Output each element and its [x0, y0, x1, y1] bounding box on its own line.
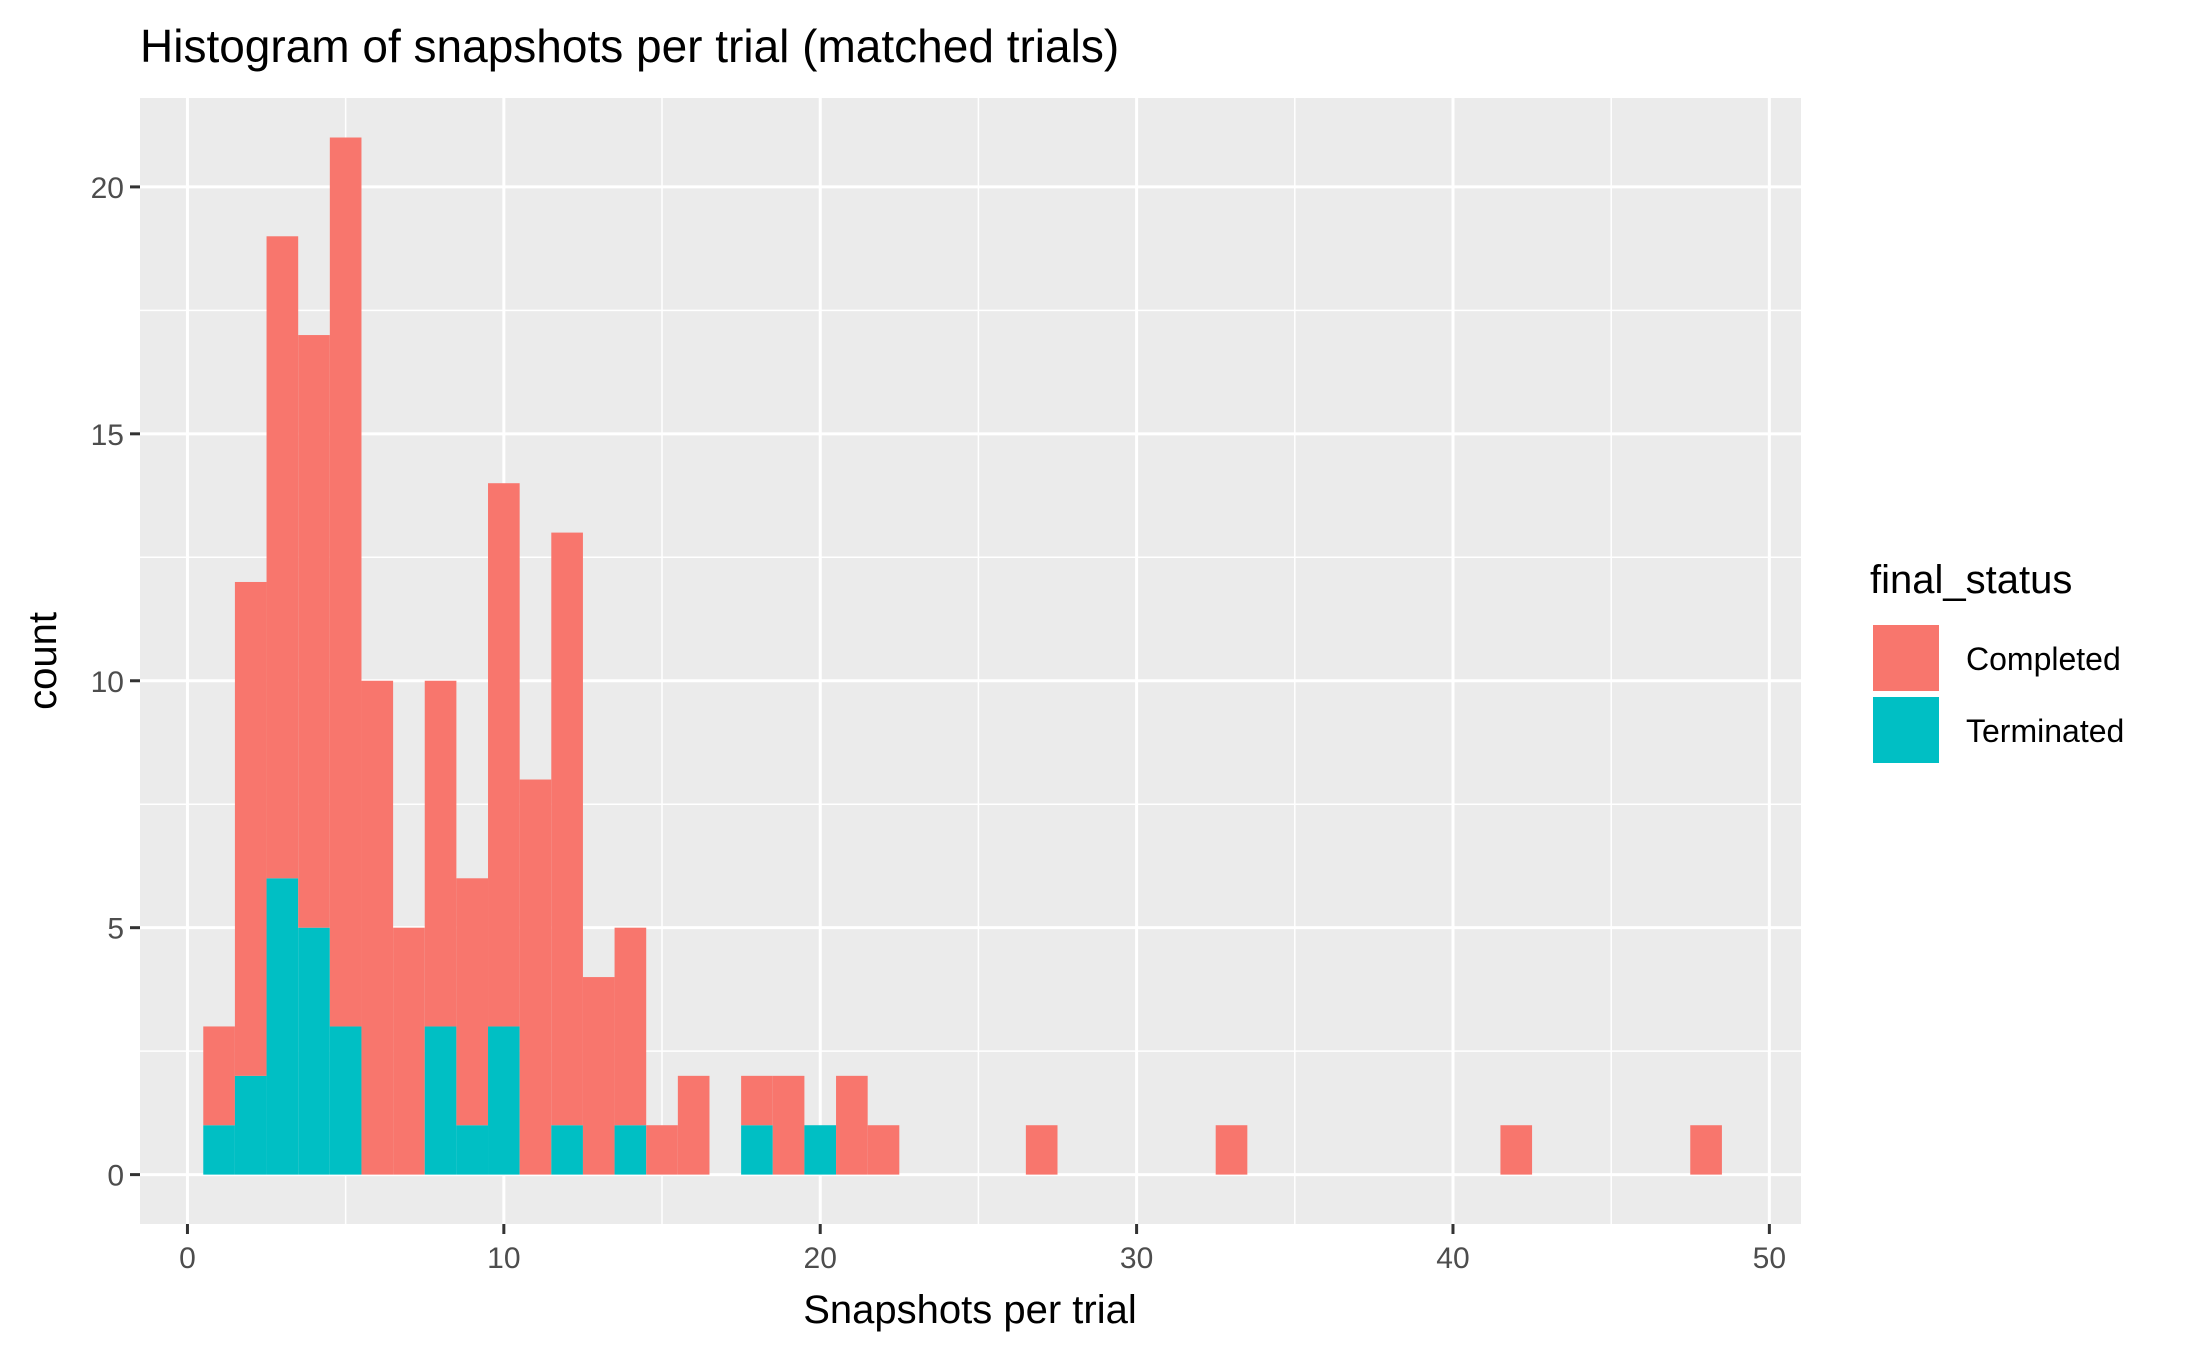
- x-tick-label: 10: [487, 1242, 520, 1275]
- bar-completed: [677, 1075, 710, 1175]
- bar-terminated: [456, 1125, 489, 1175]
- bar-completed: [203, 1026, 235, 1126]
- bar-completed: [867, 1125, 900, 1175]
- y-axis-label: count: [21, 612, 65, 710]
- bar-terminated: [424, 1026, 457, 1175]
- bar-completed: [361, 680, 394, 1175]
- y-tick-label: 15: [91, 419, 124, 452]
- bar-completed: [646, 1125, 678, 1175]
- x-tick-label: 30: [1120, 1242, 1153, 1275]
- bar-completed: [836, 1075, 868, 1175]
- legend: final_status Completed Terminated: [1870, 558, 2124, 765]
- bar-completed: [1690, 1125, 1722, 1175]
- bar-terminated: [266, 878, 299, 1175]
- y-tick-label: 10: [91, 666, 124, 699]
- bar-completed: [614, 927, 647, 1126]
- bar-completed: [741, 1075, 773, 1126]
- bar-terminated: [614, 1125, 647, 1175]
- legend-title: final_status: [1870, 558, 2072, 602]
- bar-completed: [298, 335, 330, 928]
- bar-terminated: [551, 1125, 583, 1175]
- bar-completed: [329, 137, 362, 1027]
- y-tick-label: 5: [107, 913, 124, 946]
- bar-completed: [582, 977, 615, 1175]
- legend-label-terminated: Terminated: [1966, 713, 2124, 749]
- bar-completed: [488, 483, 520, 1027]
- x-tick-label: 0: [179, 1242, 196, 1275]
- x-tick-label: 40: [1436, 1242, 1469, 1275]
- legend-swatch-completed: [1871, 623, 1941, 693]
- chart-title: Histogram of snapshots per trial (matche…: [140, 20, 1119, 72]
- bar-terminated: [329, 1026, 362, 1175]
- axes: 0 10 20 30 40 50 0 5 10 15 20: [91, 172, 1786, 1275]
- bar-completed: [519, 779, 552, 1175]
- bar-completed: [393, 927, 425, 1175]
- bars: [203, 137, 1722, 1175]
- bar-completed: [456, 878, 489, 1126]
- bar-terminated: [234, 1075, 267, 1175]
- bar-completed: [1215, 1125, 1248, 1175]
- bar-completed: [234, 581, 267, 1076]
- bar-completed: [424, 680, 457, 1027]
- bar-terminated: [203, 1125, 235, 1175]
- x-axis-label: Snapshots per trial: [803, 1288, 1137, 1332]
- bar-completed: [1500, 1125, 1533, 1175]
- y-tick-label: 0: [107, 1160, 124, 1193]
- bar-completed: [551, 532, 583, 1126]
- x-tick-label: 20: [804, 1242, 837, 1275]
- x-tick-label: 50: [1753, 1242, 1786, 1275]
- bar-completed: [1025, 1125, 1058, 1175]
- bar-terminated: [804, 1125, 837, 1175]
- bar-completed: [266, 236, 299, 879]
- bar-terminated: [741, 1125, 773, 1175]
- bar-terminated: [488, 1026, 520, 1175]
- bar-completed: [772, 1075, 805, 1175]
- legend-label-completed: Completed: [1966, 641, 2121, 677]
- bar-terminated: [298, 927, 330, 1175]
- y-tick-label: 20: [91, 172, 124, 205]
- legend-swatch-terminated: [1871, 695, 1941, 765]
